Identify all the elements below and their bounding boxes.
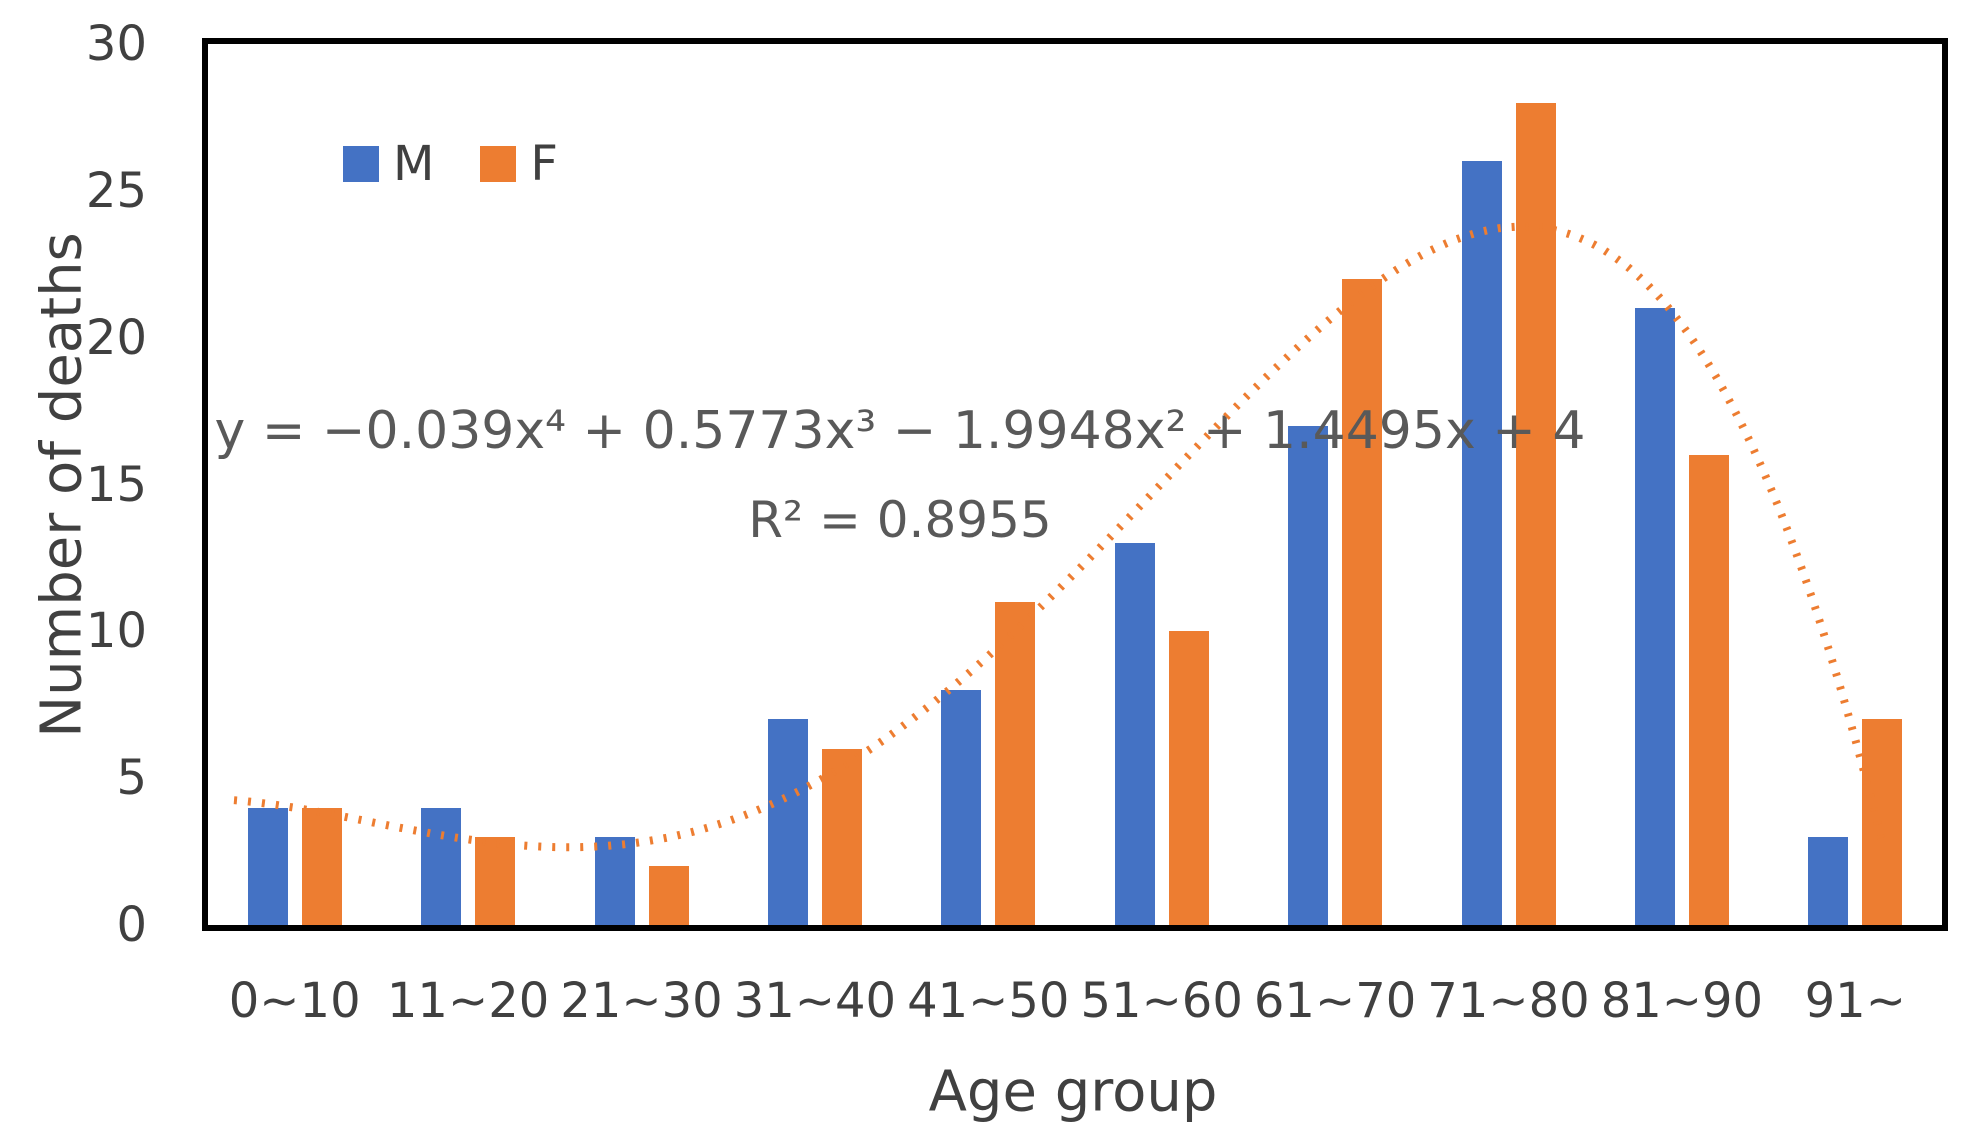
- y-tick-label: 5: [116, 750, 147, 807]
- bar-M-41~50: [941, 690, 982, 925]
- x-tick-label: 0~10: [228, 973, 361, 1029]
- bar-M-0~10: [247, 807, 288, 925]
- x-tick-label: 31~40: [733, 973, 897, 1029]
- x-axis-tick-labels: 0~10 11~20 21~30 31~40 41~50 51~60 61~70 71~80 8…: [208, 975, 1942, 1035]
- x-axis-title: Age group: [928, 1059, 1218, 1125]
- bar-M-81~90: [1634, 308, 1675, 925]
- trendline-equation: y = −0.039x⁴ + 0.5773x³ − 1.9948x² + 1.4…: [214, 401, 1586, 461]
- legend-label-f: F: [530, 136, 559, 192]
- bar-F-61~70: [1342, 278, 1383, 925]
- bar-F-41~50: [995, 601, 1036, 925]
- y-tick-label: 30: [85, 16, 147, 72]
- bar-F-21~30: [648, 866, 689, 925]
- bar-M-51~60: [1114, 543, 1155, 925]
- bar-M-91~: [1808, 836, 1849, 925]
- y-tick-label: 15: [85, 456, 147, 513]
- bar-M-11~20: [421, 807, 462, 925]
- bar-F-51~60: [1168, 631, 1209, 925]
- bar-M-21~30: [594, 836, 635, 925]
- y-tick-label: 25: [85, 162, 147, 219]
- legend: M F: [343, 140, 558, 188]
- legend-label-m: M: [393, 136, 435, 192]
- x-tick-label: 91~: [1804, 973, 1906, 1029]
- x-tick-label: 61~70: [1253, 973, 1417, 1029]
- bar-F-0~10: [301, 807, 342, 925]
- legend-item-m: M: [343, 140, 434, 188]
- trendline-r-squared: R² = 0.8955: [748, 491, 1052, 549]
- x-tick-label: 81~90: [1600, 973, 1764, 1029]
- bar-F-31~40: [821, 748, 862, 925]
- x-tick-label: 11~20: [386, 973, 550, 1029]
- bar-M-31~40: [767, 719, 808, 925]
- bar-F-91~: [1862, 719, 1903, 925]
- bar-F-81~90: [1688, 455, 1729, 925]
- x-tick-label: 71~80: [1427, 973, 1590, 1029]
- bar-F-11~20: [475, 836, 516, 925]
- plot-area: M F y = −0.039x⁴ + 0.5773x³ − 1.9948x² +…: [202, 38, 1948, 931]
- y-tick-label: 20: [85, 309, 147, 366]
- x-tick-label: 41~50: [907, 973, 1070, 1029]
- y-tick-label: 0: [116, 897, 147, 953]
- y-tick-label: 10: [85, 603, 147, 660]
- legend-swatch-m: [343, 146, 379, 182]
- legend-item-f: F: [480, 140, 558, 188]
- legend-swatch-f: [480, 146, 517, 182]
- y-axis-tick-labels: 0 5 10 15 20 25 30: [0, 20, 165, 949]
- x-tick-label: 51~60: [1080, 973, 1243, 1029]
- x-tick-label: 21~30: [560, 973, 723, 1029]
